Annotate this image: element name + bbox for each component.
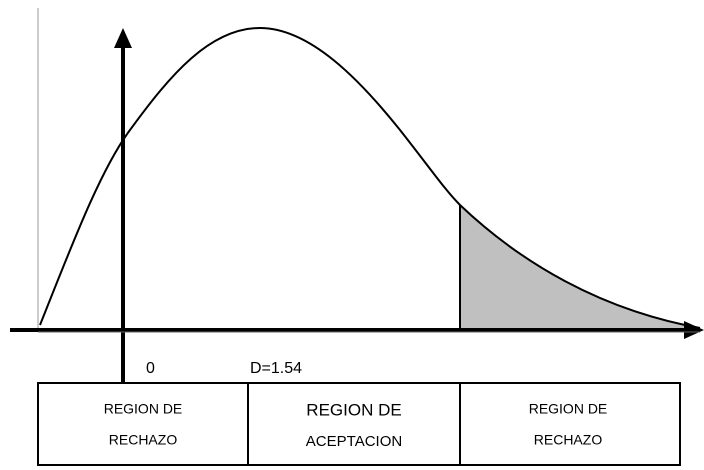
region-text: REGION DE xyxy=(104,401,183,417)
region-box xyxy=(459,382,681,466)
rejection-area xyxy=(460,205,700,328)
region-text: ACEPTACION xyxy=(306,433,402,450)
y-arrowhead xyxy=(114,28,132,48)
region-text: REGION DE xyxy=(306,400,401,419)
region-text: RECHAZO xyxy=(534,432,603,448)
axis-label: D=1.54 xyxy=(250,360,302,377)
region-box xyxy=(247,382,461,466)
region-box xyxy=(37,382,249,466)
axis-label: 0 xyxy=(146,360,155,377)
density-curve xyxy=(39,26,701,329)
region-text: RECHAZO xyxy=(109,432,178,448)
region-text: REGION DE xyxy=(529,401,608,417)
x-arrowhead xyxy=(684,321,704,339)
